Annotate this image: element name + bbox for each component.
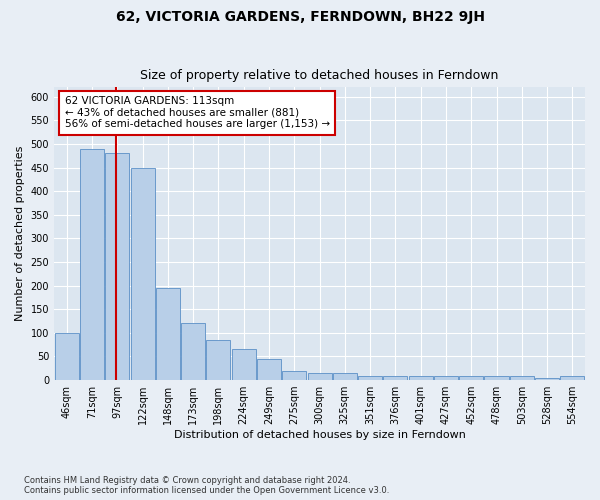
Bar xyxy=(333,373,357,380)
Bar xyxy=(358,376,382,380)
Bar xyxy=(80,148,104,380)
Bar xyxy=(484,376,509,380)
Bar xyxy=(232,350,256,380)
Text: Contains HM Land Registry data © Crown copyright and database right 2024.
Contai: Contains HM Land Registry data © Crown c… xyxy=(24,476,389,495)
Bar xyxy=(206,340,230,380)
Bar xyxy=(105,154,129,380)
Bar xyxy=(282,370,306,380)
Y-axis label: Number of detached properties: Number of detached properties xyxy=(15,146,25,322)
Bar xyxy=(55,333,79,380)
Bar xyxy=(257,359,281,380)
Bar xyxy=(459,376,483,380)
Bar xyxy=(181,324,205,380)
Text: 62 VICTORIA GARDENS: 113sqm
← 43% of detached houses are smaller (881)
56% of se: 62 VICTORIA GARDENS: 113sqm ← 43% of det… xyxy=(65,96,330,130)
Bar xyxy=(383,376,407,380)
Bar xyxy=(560,376,584,380)
Bar xyxy=(131,168,155,380)
Bar xyxy=(535,378,559,380)
Text: 62, VICTORIA GARDENS, FERNDOWN, BH22 9JH: 62, VICTORIA GARDENS, FERNDOWN, BH22 9JH xyxy=(115,10,485,24)
Bar xyxy=(308,373,332,380)
Bar xyxy=(409,376,433,380)
Bar xyxy=(510,376,534,380)
Bar xyxy=(156,288,180,380)
Bar xyxy=(434,376,458,380)
X-axis label: Distribution of detached houses by size in Ferndown: Distribution of detached houses by size … xyxy=(173,430,466,440)
Title: Size of property relative to detached houses in Ferndown: Size of property relative to detached ho… xyxy=(140,69,499,82)
